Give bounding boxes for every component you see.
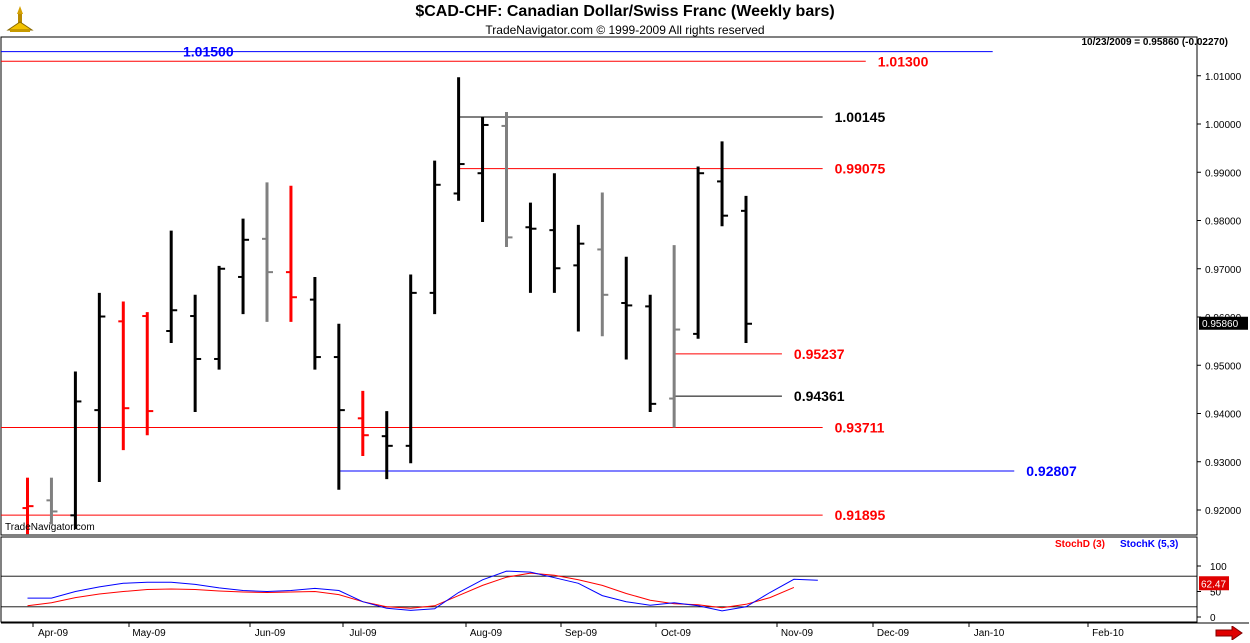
current-stoch-label: 62.47 <box>1201 579 1226 590</box>
stochastic-panel <box>0 536 1198 623</box>
level-label: 0.94361 <box>794 388 845 404</box>
price-y-tick-label: 1.00000 <box>1205 120 1242 131</box>
scroll-right-arrow-icon[interactable] <box>1214 626 1244 640</box>
watermark: TradeNavigator.com <box>5 522 95 533</box>
level-label: 1.01500 <box>183 44 234 60</box>
price-y-tick-label: 0.92000 <box>1205 506 1242 517</box>
level-label: 1.01300 <box>878 53 929 69</box>
month-label: Feb-10 <box>1092 628 1124 639</box>
last-value-readout: 10/23/2009 = 0.95860 (-0.02270) <box>1081 37 1228 48</box>
current-price-tag <box>1199 316 1248 330</box>
level-label: 0.99075 <box>835 161 886 177</box>
month-label: Jun-09 <box>255 628 286 639</box>
chart-subtitle: TradeNavigator.com © 1999-2009 All right… <box>485 23 765 37</box>
price-y-tick-label: 0.99000 <box>1205 168 1242 179</box>
level-label: 0.91895 <box>835 507 886 523</box>
price-y-tick-label: 0.94000 <box>1205 410 1242 421</box>
price-y-tick-label: 1.01000 <box>1205 72 1242 83</box>
level-label: 1.00145 <box>835 109 886 125</box>
stoch-series-line <box>27 570 818 612</box>
stoch-legend-k: StochK (5,3) <box>1120 539 1178 550</box>
price-y-tick-label: 0.98000 <box>1205 217 1242 228</box>
stoch-y-tick-label: 100 <box>1210 562 1227 573</box>
stoch-y-tick-label: 50 <box>1210 588 1222 599</box>
price-panel <box>0 36 1198 536</box>
month-label: Nov-09 <box>781 628 814 639</box>
current-stoch-tag <box>1199 576 1229 591</box>
stoch-legend-d: StochD (3) <box>1055 539 1105 550</box>
month-label: Jan-10 <box>974 628 1005 639</box>
month-label: Aug-09 <box>470 628 503 639</box>
current-price-label: 0.95860 <box>1202 319 1239 330</box>
trade-navigator-logo-icon[interactable] <box>4 4 36 34</box>
level-label: 0.95237 <box>794 346 845 362</box>
month-label: May-09 <box>132 628 166 639</box>
month-label: Apr-09 <box>38 628 68 639</box>
month-label: Sep-09 <box>565 628 598 639</box>
month-label: Oct-09 <box>661 628 691 639</box>
level-label: 0.93711 <box>835 419 885 435</box>
price-y-tick-label: 0.97000 <box>1205 265 1242 276</box>
level-label: 0.92807 <box>1026 463 1077 479</box>
chart-title: $CAD-CHF: Canadian Dollar/Swiss Franc (W… <box>415 3 835 20</box>
stoch-y-tick-label: 0 <box>1210 613 1216 624</box>
price-y-tick-label: 0.93000 <box>1205 458 1242 469</box>
month-label: Dec-09 <box>877 628 910 639</box>
stoch-series-line <box>27 572 795 609</box>
month-label: Jul-09 <box>349 628 377 639</box>
price-y-tick-label: 0.95000 <box>1205 361 1242 372</box>
